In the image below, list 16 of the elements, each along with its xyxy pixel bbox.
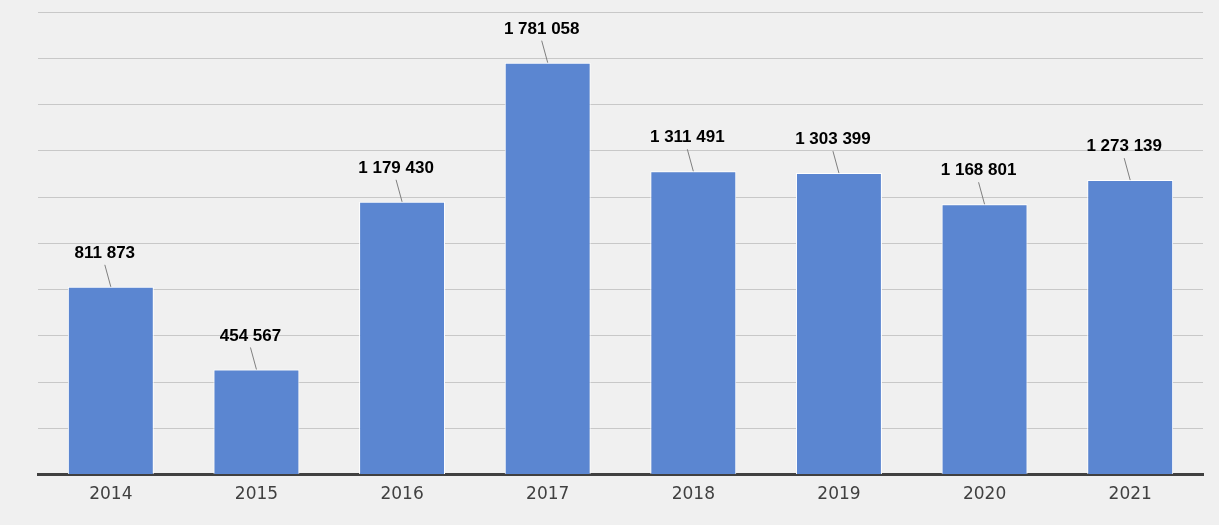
x-tick-label: 2018 — [671, 483, 715, 504]
x-tick-label: 2019 — [817, 483, 861, 504]
x-tick-label: 2015 — [234, 483, 279, 504]
x-tick-label: 2017 — [526, 483, 570, 504]
data-label: 1 311 491 — [649, 127, 725, 147]
data-label: 454 567 — [219, 325, 282, 345]
x-tick-label: 2020 — [962, 483, 1007, 504]
data-label: 1 273 139 — [1086, 136, 1163, 156]
data-label: 811 873 — [74, 243, 136, 262]
data-label: 1 179 430 — [358, 157, 434, 177]
x-tick-label: 2021 — [1108, 483, 1152, 504]
data-label: 1 781 058 — [503, 18, 580, 38]
data-label: 1 303 399 — [795, 129, 871, 149]
x-tick-label: 2014 — [89, 483, 133, 504]
x-tick-label: 2016 — [380, 483, 424, 504]
data-label: 1 168 801 — [940, 160, 1017, 180]
